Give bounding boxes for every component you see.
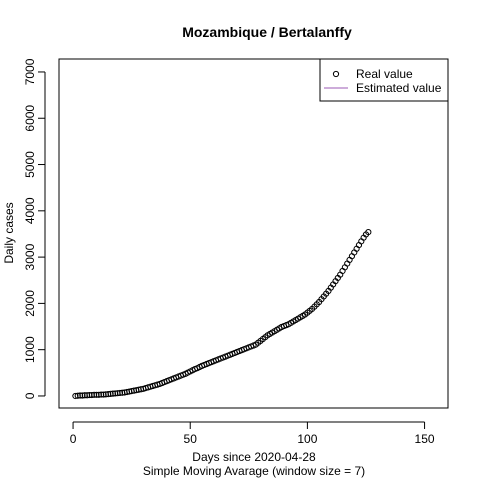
y-tick-label: 6000 bbox=[23, 105, 37, 132]
legend: Real value Estimated value bbox=[319, 58, 449, 102]
y-axis-title: Daily cases bbox=[2, 202, 16, 263]
y-axis: 0 1000 2000 3000 4000 5000 6000 7000 bbox=[23, 58, 46, 399]
data-point bbox=[86, 391, 93, 399]
y-tick-label: 5000 bbox=[23, 151, 37, 178]
data-point bbox=[91, 391, 98, 398]
data-point bbox=[95, 391, 102, 398]
chart-title: Mozambique / Bertalanffy bbox=[182, 24, 352, 40]
x-axis: 0 50 100 150 bbox=[70, 421, 435, 446]
data-point bbox=[93, 391, 100, 398]
y-tick-label: 1000 bbox=[23, 336, 37, 363]
data-point bbox=[88, 391, 95, 399]
x-tick-label: 0 bbox=[70, 432, 77, 446]
x-axis-title: Days since 2020-04-28 bbox=[192, 450, 316, 464]
legend-estimated-label: Estimated value bbox=[356, 81, 442, 95]
chart-subtitle: Simple Moving Avarage (window size = 7) bbox=[143, 464, 365, 478]
legend-real-marker bbox=[332, 70, 340, 78]
data-point bbox=[84, 392, 91, 399]
x-tick-label: 100 bbox=[297, 432, 317, 446]
y-tick-label: 0 bbox=[23, 392, 37, 399]
data-point bbox=[98, 391, 105, 398]
data-point bbox=[74, 392, 81, 399]
plot-area-box bbox=[58, 58, 449, 409]
data-point bbox=[81, 392, 88, 399]
data-point bbox=[79, 392, 86, 399]
y-tick-label: 4000 bbox=[23, 197, 37, 224]
x-tick-label: 50 bbox=[184, 432, 198, 446]
x-tick-label: 150 bbox=[415, 432, 435, 446]
legend-box bbox=[319, 58, 449, 102]
data-points bbox=[72, 229, 372, 400]
data-point bbox=[365, 229, 372, 236]
y-tick-label: 3000 bbox=[23, 243, 37, 270]
data-point bbox=[76, 392, 84, 399]
y-tick-label: 7000 bbox=[23, 58, 37, 85]
legend-real-label: Real value bbox=[356, 67, 413, 81]
y-tick-label: 2000 bbox=[23, 290, 37, 317]
